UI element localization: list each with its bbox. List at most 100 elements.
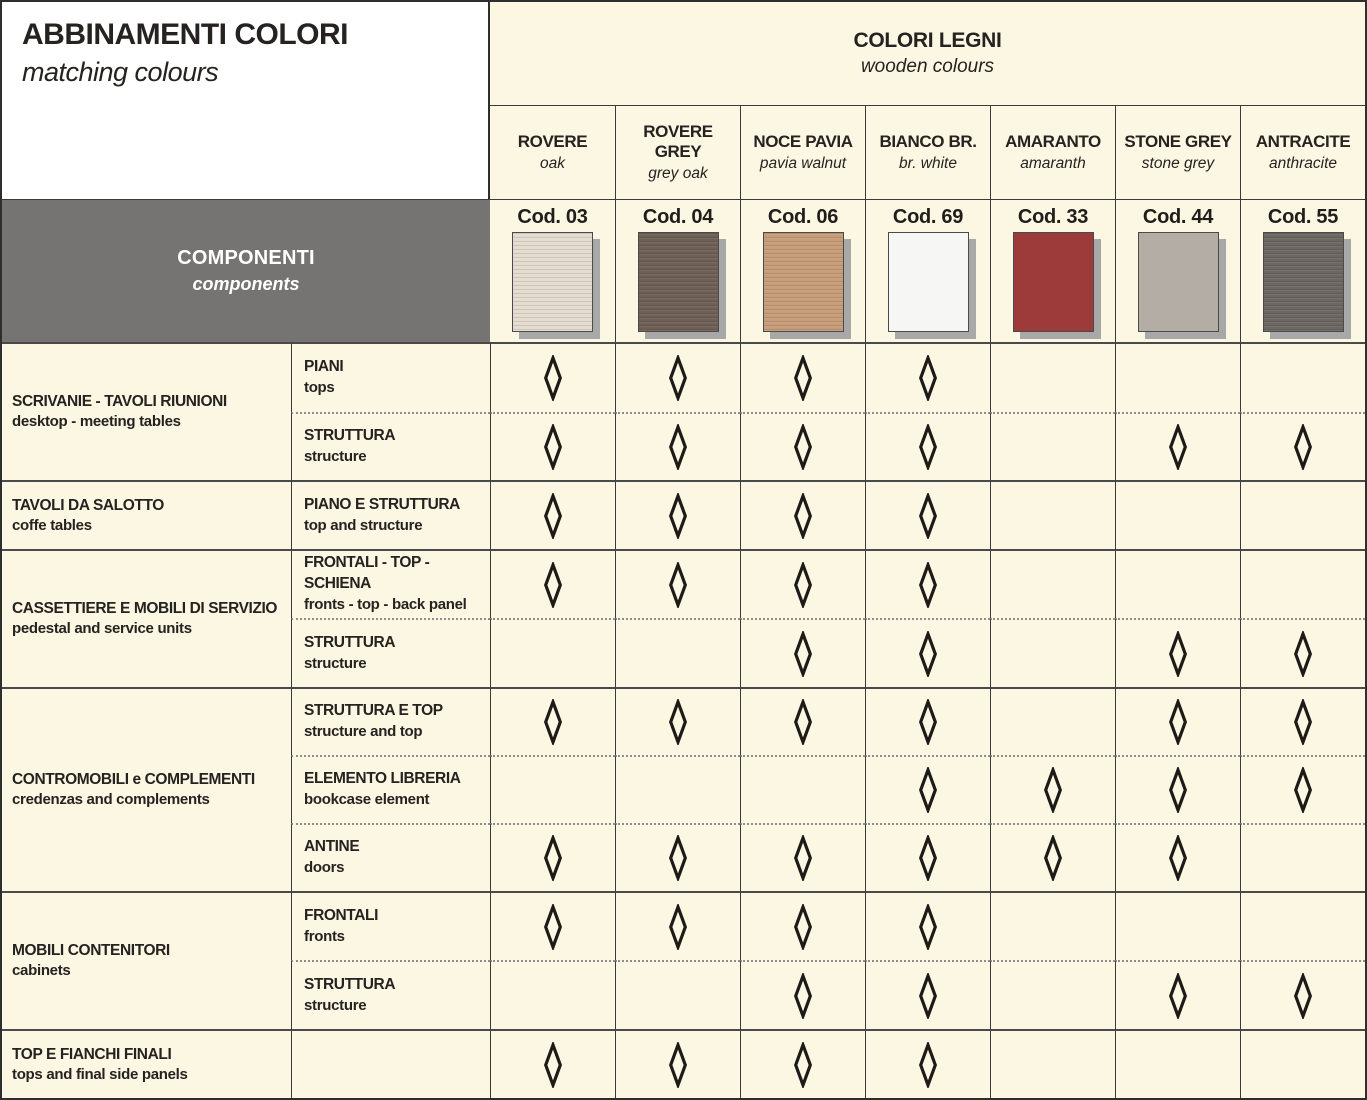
group-name: CONTROMOBILI e COMPLEMENTI	[12, 771, 255, 789]
group-label-cell: MOBILI CONTENITORI cabinets	[2, 891, 291, 1029]
group-label-cell: TAVOLI DA SALOTTO coffe tables	[2, 480, 291, 549]
availability-cell	[615, 891, 740, 960]
diamond-mark-icon	[793, 835, 813, 881]
column-header-6: STONE GREY stone grey	[1115, 105, 1240, 199]
diamond-mark-icon	[668, 492, 688, 539]
diamond-mark-icon	[668, 835, 688, 881]
diamond-mark-icon	[543, 835, 563, 881]
colour-code-label: Cod. 44	[1142, 206, 1214, 228]
diamond-mark-icon	[793, 972, 813, 1019]
availability-cell	[490, 891, 615, 960]
availability-cell	[1240, 891, 1365, 960]
availability-cell	[990, 823, 1115, 891]
availability-cell	[990, 960, 1115, 1029]
diamond-mark-icon	[793, 1041, 813, 1088]
subcomponent-cell: STRUTTURA structure	[291, 618, 490, 687]
colour-code-label: Cod. 06	[767, 206, 839, 228]
availability-cell	[615, 687, 740, 755]
subcomponent-name: STRUTTURA	[304, 633, 396, 651]
subcomponent-cell	[291, 1029, 490, 1098]
availability-cell	[490, 618, 615, 687]
group-name: MOBILI CONTENITORI	[12, 942, 170, 960]
subcomponent-name: FRONTALI - TOP -SCHIENA	[304, 554, 430, 593]
group-name: TAVOLI DA SALOTTO	[12, 496, 164, 514]
availability-cell	[1115, 480, 1240, 549]
column-header-2: ROVERE GREY grey oak	[615, 105, 740, 199]
colour-code-cell-7: Cod. 55	[1240, 199, 1365, 342]
subcomponent-cell: STRUTTURA E TOP structure and top	[291, 687, 490, 755]
diamond-mark-icon	[918, 972, 938, 1019]
diamond-mark-icon	[918, 903, 938, 950]
availability-cell	[1240, 755, 1365, 823]
colour-code-cell-5: Cod. 33	[990, 199, 1115, 342]
column-header-4: BIANCO BR. br. white	[865, 105, 990, 199]
subcomponent-subname: tops	[304, 379, 335, 397]
subcomponent-name: FRONTALI	[304, 906, 378, 924]
page-title-cell: ABBINAMENTI COLORI matching colours	[2, 2, 490, 199]
colour-swatch	[637, 232, 719, 332]
subcomponent-cell: STRUTTURA structure	[291, 412, 490, 480]
subcomponent-subname: bookcase element	[304, 791, 430, 809]
group-name: TOP E FIANCHI FINALI	[12, 1045, 172, 1063]
availability-cell	[1240, 1029, 1365, 1098]
availability-cell	[1115, 412, 1240, 480]
availability-cell	[740, 1029, 865, 1098]
availability-cell	[490, 755, 615, 823]
subcomponent-cell: PIANO E STRUTTURA top and structure	[291, 480, 490, 549]
wooden-colours-subtitle: wooden colours	[860, 56, 995, 77]
availability-cell	[865, 618, 990, 687]
column-subname: anthracite	[1268, 155, 1338, 172]
availability-cell	[1115, 549, 1240, 618]
availability-cell	[865, 755, 990, 823]
availability-cell	[615, 412, 740, 480]
group-label-cell: CONTROMOBILI e COMPLEMENTI credenzas and …	[2, 687, 291, 891]
diamond-mark-icon	[1168, 630, 1188, 677]
subcomponent-subname: fronts - top - back panel	[304, 596, 467, 614]
availability-cell	[740, 342, 865, 412]
diamond-mark-icon	[1293, 767, 1313, 813]
diamond-mark-icon	[1168, 972, 1188, 1019]
diamond-mark-icon	[918, 492, 938, 539]
column-subname: pavia walnut	[759, 155, 847, 172]
diamond-mark-icon	[1293, 630, 1313, 677]
availability-cell	[615, 480, 740, 549]
availability-cell	[990, 412, 1115, 480]
page-subtitle: matching colours	[22, 56, 219, 87]
group-name: CASSETTIERE E MOBILI DI SERVIZIO	[12, 600, 278, 618]
diamond-mark-icon	[918, 835, 938, 881]
availability-cell	[1240, 618, 1365, 687]
availability-cell	[740, 960, 865, 1029]
availability-cell	[1115, 342, 1240, 412]
availability-cell	[615, 960, 740, 1029]
availability-cell	[615, 823, 740, 891]
diamond-mark-icon	[668, 355, 688, 401]
diamond-mark-icon	[1293, 424, 1313, 470]
subcomponent-subname: fronts	[304, 927, 345, 945]
availability-cell	[1240, 960, 1365, 1029]
availability-cell	[1115, 687, 1240, 755]
diamond-mark-icon	[1168, 424, 1188, 470]
colour-code-label: Cod. 55	[1267, 206, 1339, 228]
diamond-mark-icon	[793, 561, 813, 608]
availability-cell	[865, 960, 990, 1029]
group-subname: desktop - meeting tables	[12, 413, 181, 431]
availability-cell	[865, 342, 990, 412]
availability-cell	[865, 480, 990, 549]
colour-swatch	[512, 232, 593, 332]
diamond-mark-icon	[1043, 835, 1063, 881]
column-name: ROVERE	[517, 132, 588, 151]
colour-code-label: Cod. 69	[892, 206, 964, 228]
group-label-cell: CASSETTIERE E MOBILI DI SERVIZIO pedestal…	[2, 549, 291, 687]
availability-cell	[1115, 891, 1240, 960]
diamond-mark-icon	[543, 424, 563, 470]
availability-cell	[865, 891, 990, 960]
availability-cell	[740, 549, 865, 618]
subcomponent-cell: FRONTALI fronts	[291, 891, 490, 960]
availability-cell	[865, 823, 990, 891]
availability-cell	[865, 687, 990, 755]
diamond-mark-icon	[793, 630, 813, 677]
subcomponent-subname: structure	[304, 996, 367, 1014]
availability-cell	[740, 480, 865, 549]
availability-cell	[490, 412, 615, 480]
column-name: AMARANTO	[1005, 132, 1101, 151]
